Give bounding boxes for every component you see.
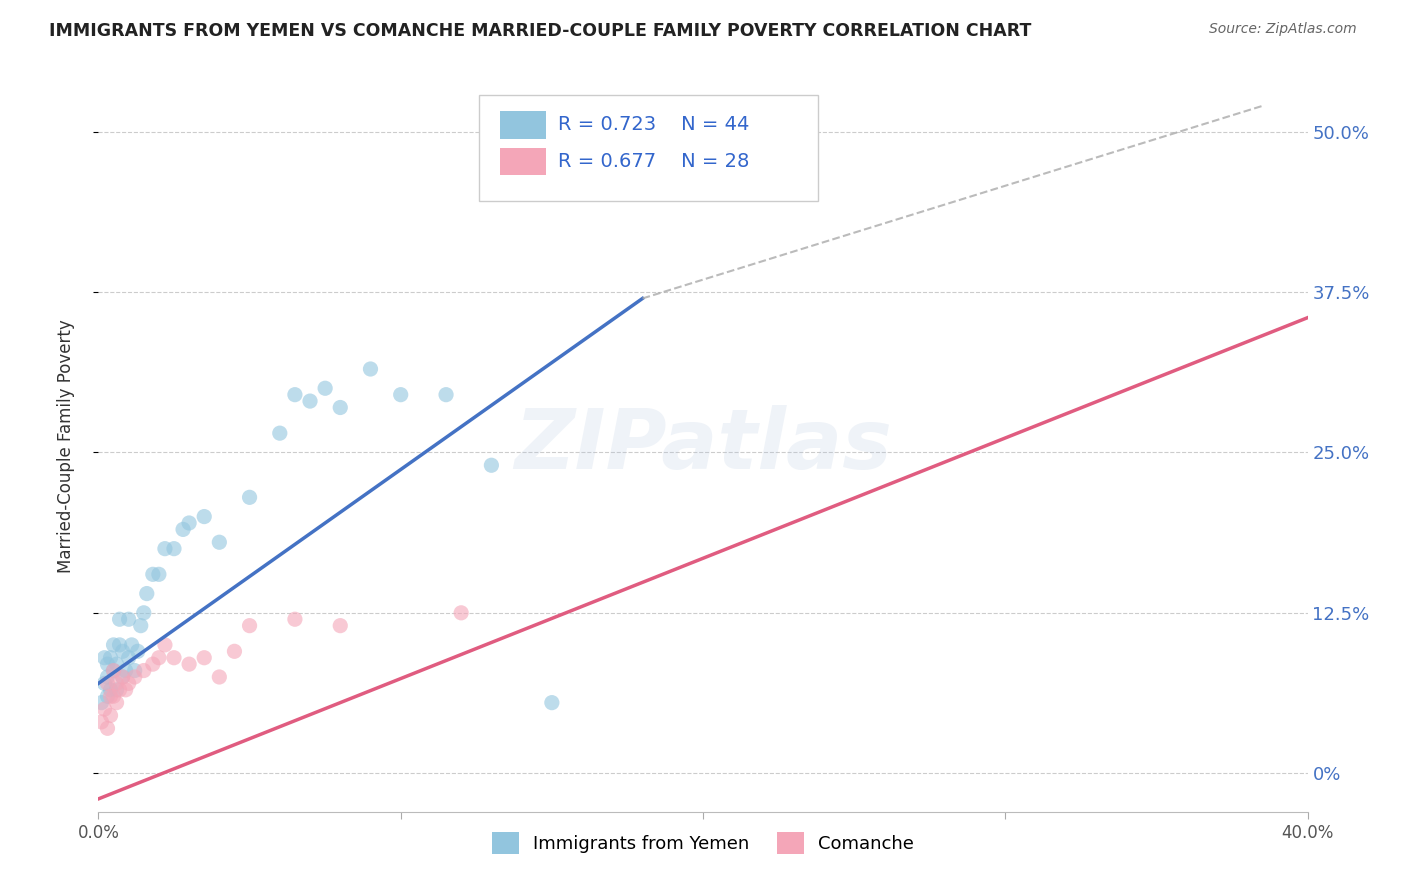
Point [108, 638, 131, 652]
Point [114, 682, 136, 697]
Text: Source: ZipAtlas.com: Source: ZipAtlas.com [1209, 22, 1357, 37]
Point [118, 650, 141, 665]
Point [269, 426, 291, 441]
Point [103, 690, 125, 704]
Point [103, 638, 125, 652]
Y-axis label: Married-Couple Family Poverty: Married-Couple Family Poverty [56, 319, 75, 573]
Point [142, 657, 165, 672]
Point [108, 682, 131, 697]
Point [100, 708, 122, 723]
Point [132, 664, 155, 678]
Point [90, 714, 112, 729]
Point [103, 664, 125, 678]
Point [153, 541, 176, 556]
Point [148, 567, 170, 582]
Point [148, 650, 170, 665]
Point [299, 394, 322, 409]
Point [434, 387, 457, 401]
Point [108, 612, 131, 626]
Point [329, 618, 352, 632]
Point [193, 509, 215, 524]
Point [540, 696, 562, 710]
Point [96, 721, 118, 735]
Point [179, 657, 201, 672]
Point [360, 362, 382, 376]
Point [96, 676, 118, 690]
Point [208, 535, 231, 549]
Point [163, 650, 186, 665]
Point [314, 381, 336, 395]
Point [100, 682, 122, 697]
Point [284, 387, 307, 401]
Point [135, 586, 157, 600]
Point [224, 644, 246, 658]
Point [96, 670, 118, 684]
Point [193, 650, 215, 665]
Point [329, 401, 352, 415]
Point [179, 516, 201, 530]
Text: R = 0.677    N = 28: R = 0.677 N = 28 [558, 152, 749, 171]
Point [118, 612, 141, 626]
Point [111, 644, 134, 658]
Point [132, 606, 155, 620]
Point [284, 612, 307, 626]
Point [163, 541, 186, 556]
Point [153, 638, 176, 652]
Point [103, 664, 125, 678]
Point [124, 664, 146, 678]
Point [450, 606, 472, 620]
Point [142, 567, 165, 582]
Point [481, 458, 503, 473]
Point [111, 670, 134, 684]
Point [93, 650, 115, 665]
FancyBboxPatch shape [501, 147, 546, 176]
FancyBboxPatch shape [501, 111, 546, 139]
Point [129, 618, 152, 632]
Point [100, 690, 122, 704]
Point [118, 676, 141, 690]
Point [389, 387, 412, 401]
Text: IMMIGRANTS FROM YEMEN VS COMANCHE MARRIED-COUPLE FAMILY POVERTY CORRELATION CHAR: IMMIGRANTS FROM YEMEN VS COMANCHE MARRIE… [49, 22, 1032, 40]
Point [105, 657, 128, 672]
Point [105, 682, 128, 697]
Point [114, 664, 136, 678]
Point [93, 702, 115, 716]
Point [111, 670, 134, 684]
Point [93, 676, 115, 690]
Point [96, 690, 118, 704]
Point [105, 696, 128, 710]
Point [124, 670, 146, 684]
Point [121, 638, 143, 652]
Point [100, 650, 122, 665]
Point [90, 696, 112, 710]
Point [239, 618, 262, 632]
Point [208, 670, 231, 684]
FancyBboxPatch shape [479, 95, 818, 201]
Text: R = 0.723    N = 44: R = 0.723 N = 44 [558, 115, 749, 135]
Legend: Immigrants from Yemen, Comanche: Immigrants from Yemen, Comanche [485, 825, 921, 861]
Point [96, 657, 118, 672]
Point [105, 676, 128, 690]
Point [239, 491, 262, 505]
Point [172, 523, 194, 537]
Text: ZIPatlas: ZIPatlas [515, 406, 891, 486]
Point [127, 644, 149, 658]
